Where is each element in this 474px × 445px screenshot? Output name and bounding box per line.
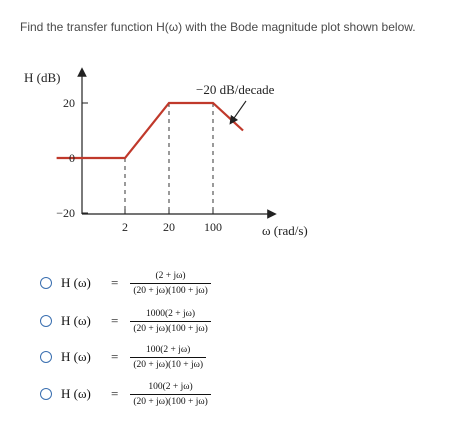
equals-sign: = — [111, 313, 119, 328]
fraction: 1000(2 + jω) (20 + jω)(100 + jω) — [130, 308, 211, 334]
fraction-numerator: 100(2 + jω) — [148, 381, 193, 392]
fraction: 100(2 + jω) (20 + jω)(100 + jω) — [130, 381, 211, 407]
radio-button[interactable] — [40, 277, 52, 289]
option-lhs: H (ω) — [61, 313, 91, 328]
fraction-numerator: 100(2 + jω) — [146, 344, 191, 355]
fraction-denominator: (20 + jω)(100 + jω) — [130, 393, 211, 407]
answer-option-1[interactable]: H (ω) = (2 + jω) (20 + jω)(100 + jω) — [40, 268, 280, 298]
question-text: Find the transfer function H(ω) with the… — [20, 20, 416, 34]
option-lhs: H (ω) — [61, 386, 91, 401]
option-lhs: H (ω) — [61, 275, 91, 290]
option-lhs: H (ω) — [61, 349, 91, 364]
x-tick-label: 100 — [204, 220, 222, 234]
radio-button[interactable] — [40, 315, 52, 327]
radio-button[interactable] — [40, 351, 52, 363]
fraction: (2 + jω) (20 + jω)(100 + jω) — [130, 270, 211, 296]
fraction-numerator: 1000(2 + jω) — [146, 308, 196, 319]
equals-sign: = — [111, 349, 119, 364]
slope-annotation: −20 dB/decade — [196, 82, 275, 97]
x-tick-label: 2 — [122, 220, 128, 234]
fraction-denominator: (20 + jω)(100 + jω) — [130, 320, 211, 334]
answer-option-2[interactable]: H (ω) = 1000(2 + jω) (20 + jω)(100 + jω) — [40, 306, 280, 336]
radio-button[interactable] — [40, 388, 52, 400]
y-tick-label: 0 — [69, 151, 75, 165]
fraction-numerator: (2 + jω) — [155, 270, 186, 281]
y-axis-label: H (dB) — [24, 70, 60, 85]
answer-option-3[interactable]: H (ω) = 100(2 + jω) (20 + jω)(10 + jω) — [40, 342, 280, 372]
annotation-arrow — [229, 100, 247, 125]
equals-sign: = — [111, 386, 119, 401]
equals-sign: = — [111, 275, 119, 290]
answer-option-4[interactable]: H (ω) = 100(2 + jω) (20 + jω)(100 + jω) — [40, 379, 280, 409]
x-tick-label: 20 — [163, 220, 175, 234]
fraction-denominator: (20 + jω)(10 + jω) — [130, 356, 206, 370]
magnitude-line — [56, 101, 244, 160]
bode-magnitude-plot: 20 0 −20 2 20 100 H (dB) ω (rad/s) −20 dB/decade — [24, 67, 308, 238]
fraction: 100(2 + jω) (20 + jω)(10 + jω) — [130, 345, 206, 370]
y-tick-label: −20 — [56, 206, 75, 220]
x-axis-label: ω (rad/s) — [262, 223, 308, 238]
y-tick-label: 20 — [63, 96, 75, 110]
fraction-denominator: (20 + jω)(100 + jω) — [130, 282, 211, 296]
